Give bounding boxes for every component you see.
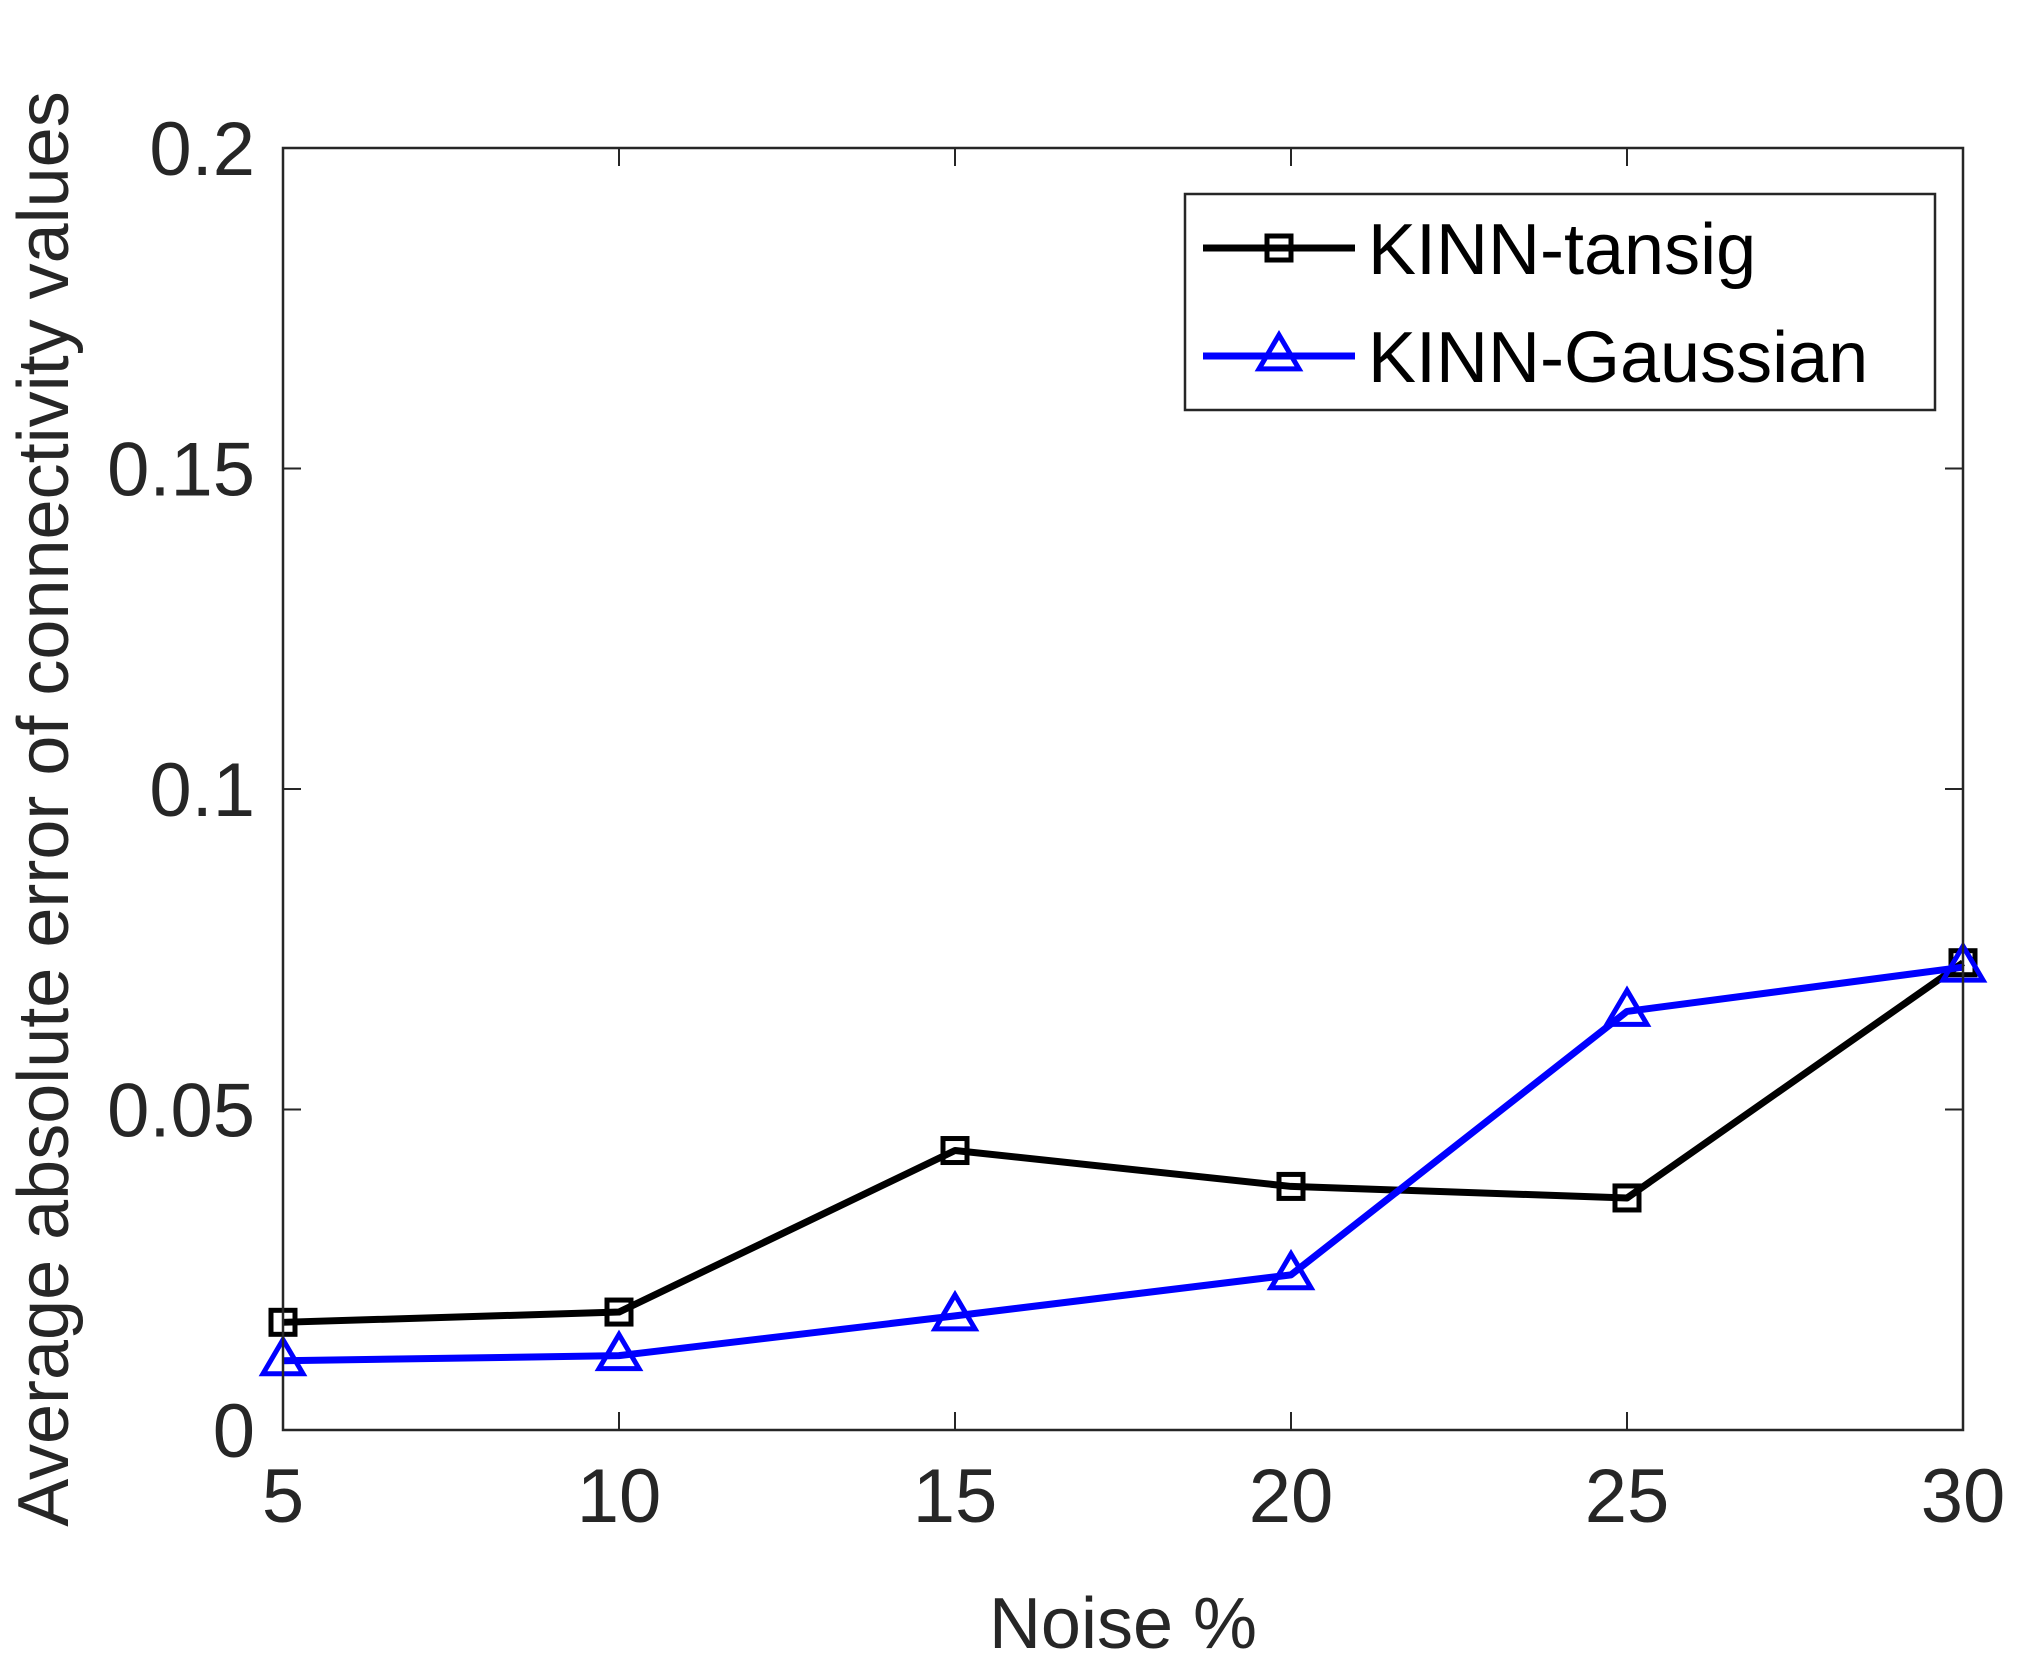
legend-item-0: KINN-tansig: [1203, 210, 1756, 290]
legend-marker-1: [1254, 329, 1304, 372]
data-point-1-3: [1266, 1248, 1316, 1291]
x-tick-label-0: 5: [262, 1454, 304, 1539]
x-tick-label-4: 25: [1585, 1454, 1670, 1539]
y-tick-label-0: 0: [213, 1389, 255, 1474]
tick-labels: 5 10 15 20 25 30 0 0.05 0.1 0.15 0.2: [107, 107, 2005, 1539]
data-point-0-3: [1276, 1171, 1306, 1201]
y-tick-label-1: 0.05: [107, 1069, 255, 1154]
data-point-0-4: [1612, 1183, 1642, 1213]
legend-marker-0: [1264, 233, 1294, 263]
axes-frame: [281, 146, 1965, 1432]
data-point-1-1: [594, 1329, 644, 1372]
x-tick-label-5: 30: [1921, 1454, 2006, 1539]
series-line-0: [282, 959, 1966, 1326]
data-point-0-1: [604, 1297, 634, 1327]
y-tick-label-4: 0.2: [149, 107, 255, 192]
x-tick-label-2: 15: [913, 1454, 998, 1539]
x-tick-label-3: 20: [1249, 1454, 1334, 1539]
legend-box: [1183, 192, 1937, 412]
data-point-1-2: [930, 1289, 980, 1332]
legend-label-0: KINN-tansig: [1368, 210, 1756, 290]
axes-box: [281, 146, 1965, 1432]
y-tick-label-3: 0.15: [107, 428, 255, 513]
y-axis-label: Average absolute error of connectivity v…: [4, 91, 84, 1526]
series-line-1: [282, 963, 1964, 1365]
x-tick-label-1: 10: [577, 1454, 662, 1539]
legend-label-1: KINN-Gaussian: [1368, 318, 1868, 398]
data-point-0-2: [940, 1136, 970, 1166]
legend-item-1: KINN-Gaussian: [1203, 318, 1868, 398]
series-lines: [258, 941, 1988, 1377]
legend: KINN-tansig KINN-Gaussian: [1183, 192, 1937, 412]
series-1: [258, 941, 1988, 1377]
y-tick-label-2: 0.1: [149, 748, 255, 833]
x-axis-label: Noise %: [989, 1584, 1257, 1664]
data-point-1-4: [1602, 985, 1652, 1027]
